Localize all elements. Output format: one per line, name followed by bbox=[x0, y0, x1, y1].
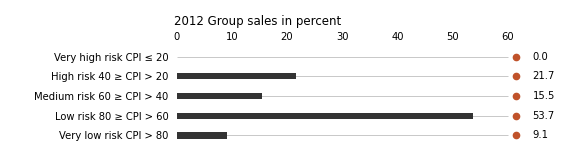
Text: 2012 Group sales in percent: 2012 Group sales in percent bbox=[174, 15, 341, 28]
Bar bbox=[177, 93, 262, 99]
Text: 21.7: 21.7 bbox=[532, 71, 555, 81]
Text: 53.7: 53.7 bbox=[532, 111, 554, 121]
Text: 0.0: 0.0 bbox=[532, 52, 548, 62]
Bar bbox=[177, 112, 473, 119]
Text: 9.1: 9.1 bbox=[532, 130, 549, 140]
Text: 15.5: 15.5 bbox=[532, 91, 555, 101]
Bar bbox=[177, 73, 296, 80]
Bar bbox=[177, 132, 227, 139]
